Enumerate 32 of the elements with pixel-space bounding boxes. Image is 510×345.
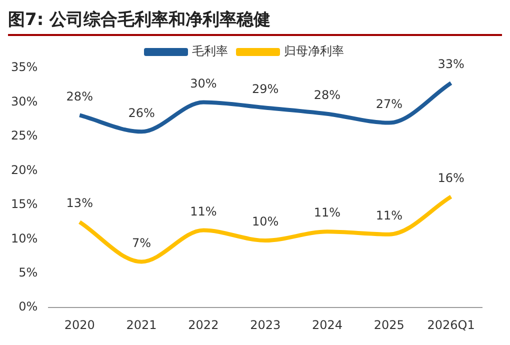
data-label: 11% (376, 208, 402, 222)
chart-title: 图7: 公司综合毛利率和净利率稳健 (8, 8, 502, 36)
y-tick-label: 25% (11, 128, 38, 143)
legend-label: 归母净利率 (284, 44, 344, 58)
legend-label: 毛利率 (192, 44, 228, 58)
y-tick-label: 35% (11, 60, 38, 74)
data-label: 28% (314, 88, 341, 102)
x-tick-label: 2026Q1 (427, 318, 475, 332)
x-tick-label: 2020 (64, 318, 95, 332)
y-tick-label: 30% (11, 94, 38, 108)
data-label: 11% (314, 206, 341, 220)
data-label: 27% (376, 96, 402, 111)
data-label: 16% (438, 170, 464, 185)
data-label: 26% (128, 106, 155, 120)
y-tick-label: 10% (11, 231, 38, 246)
data-label: 11% (190, 204, 217, 218)
y-tick-label: 15% (11, 197, 38, 212)
y-tick-label: 5% (18, 265, 38, 280)
x-tick-label: 2025 (374, 318, 404, 332)
y-tick-label: 20% (11, 162, 38, 177)
y-tick-label: 0% (18, 300, 38, 314)
x-tick-label: 2024 (312, 318, 343, 332)
data-label: 30% (190, 76, 217, 90)
x-tick-label: 2023 (250, 318, 281, 332)
data-label: 13% (66, 196, 93, 210)
x-tick-label: 2021 (126, 318, 157, 332)
x-tick-label: 2022 (188, 318, 219, 332)
data-label: 7% (132, 236, 152, 250)
data-label: 28% (66, 89, 93, 104)
data-label: 10% (252, 214, 279, 229)
data-label: 29% (252, 82, 279, 96)
data-label: 33% (438, 57, 464, 72)
